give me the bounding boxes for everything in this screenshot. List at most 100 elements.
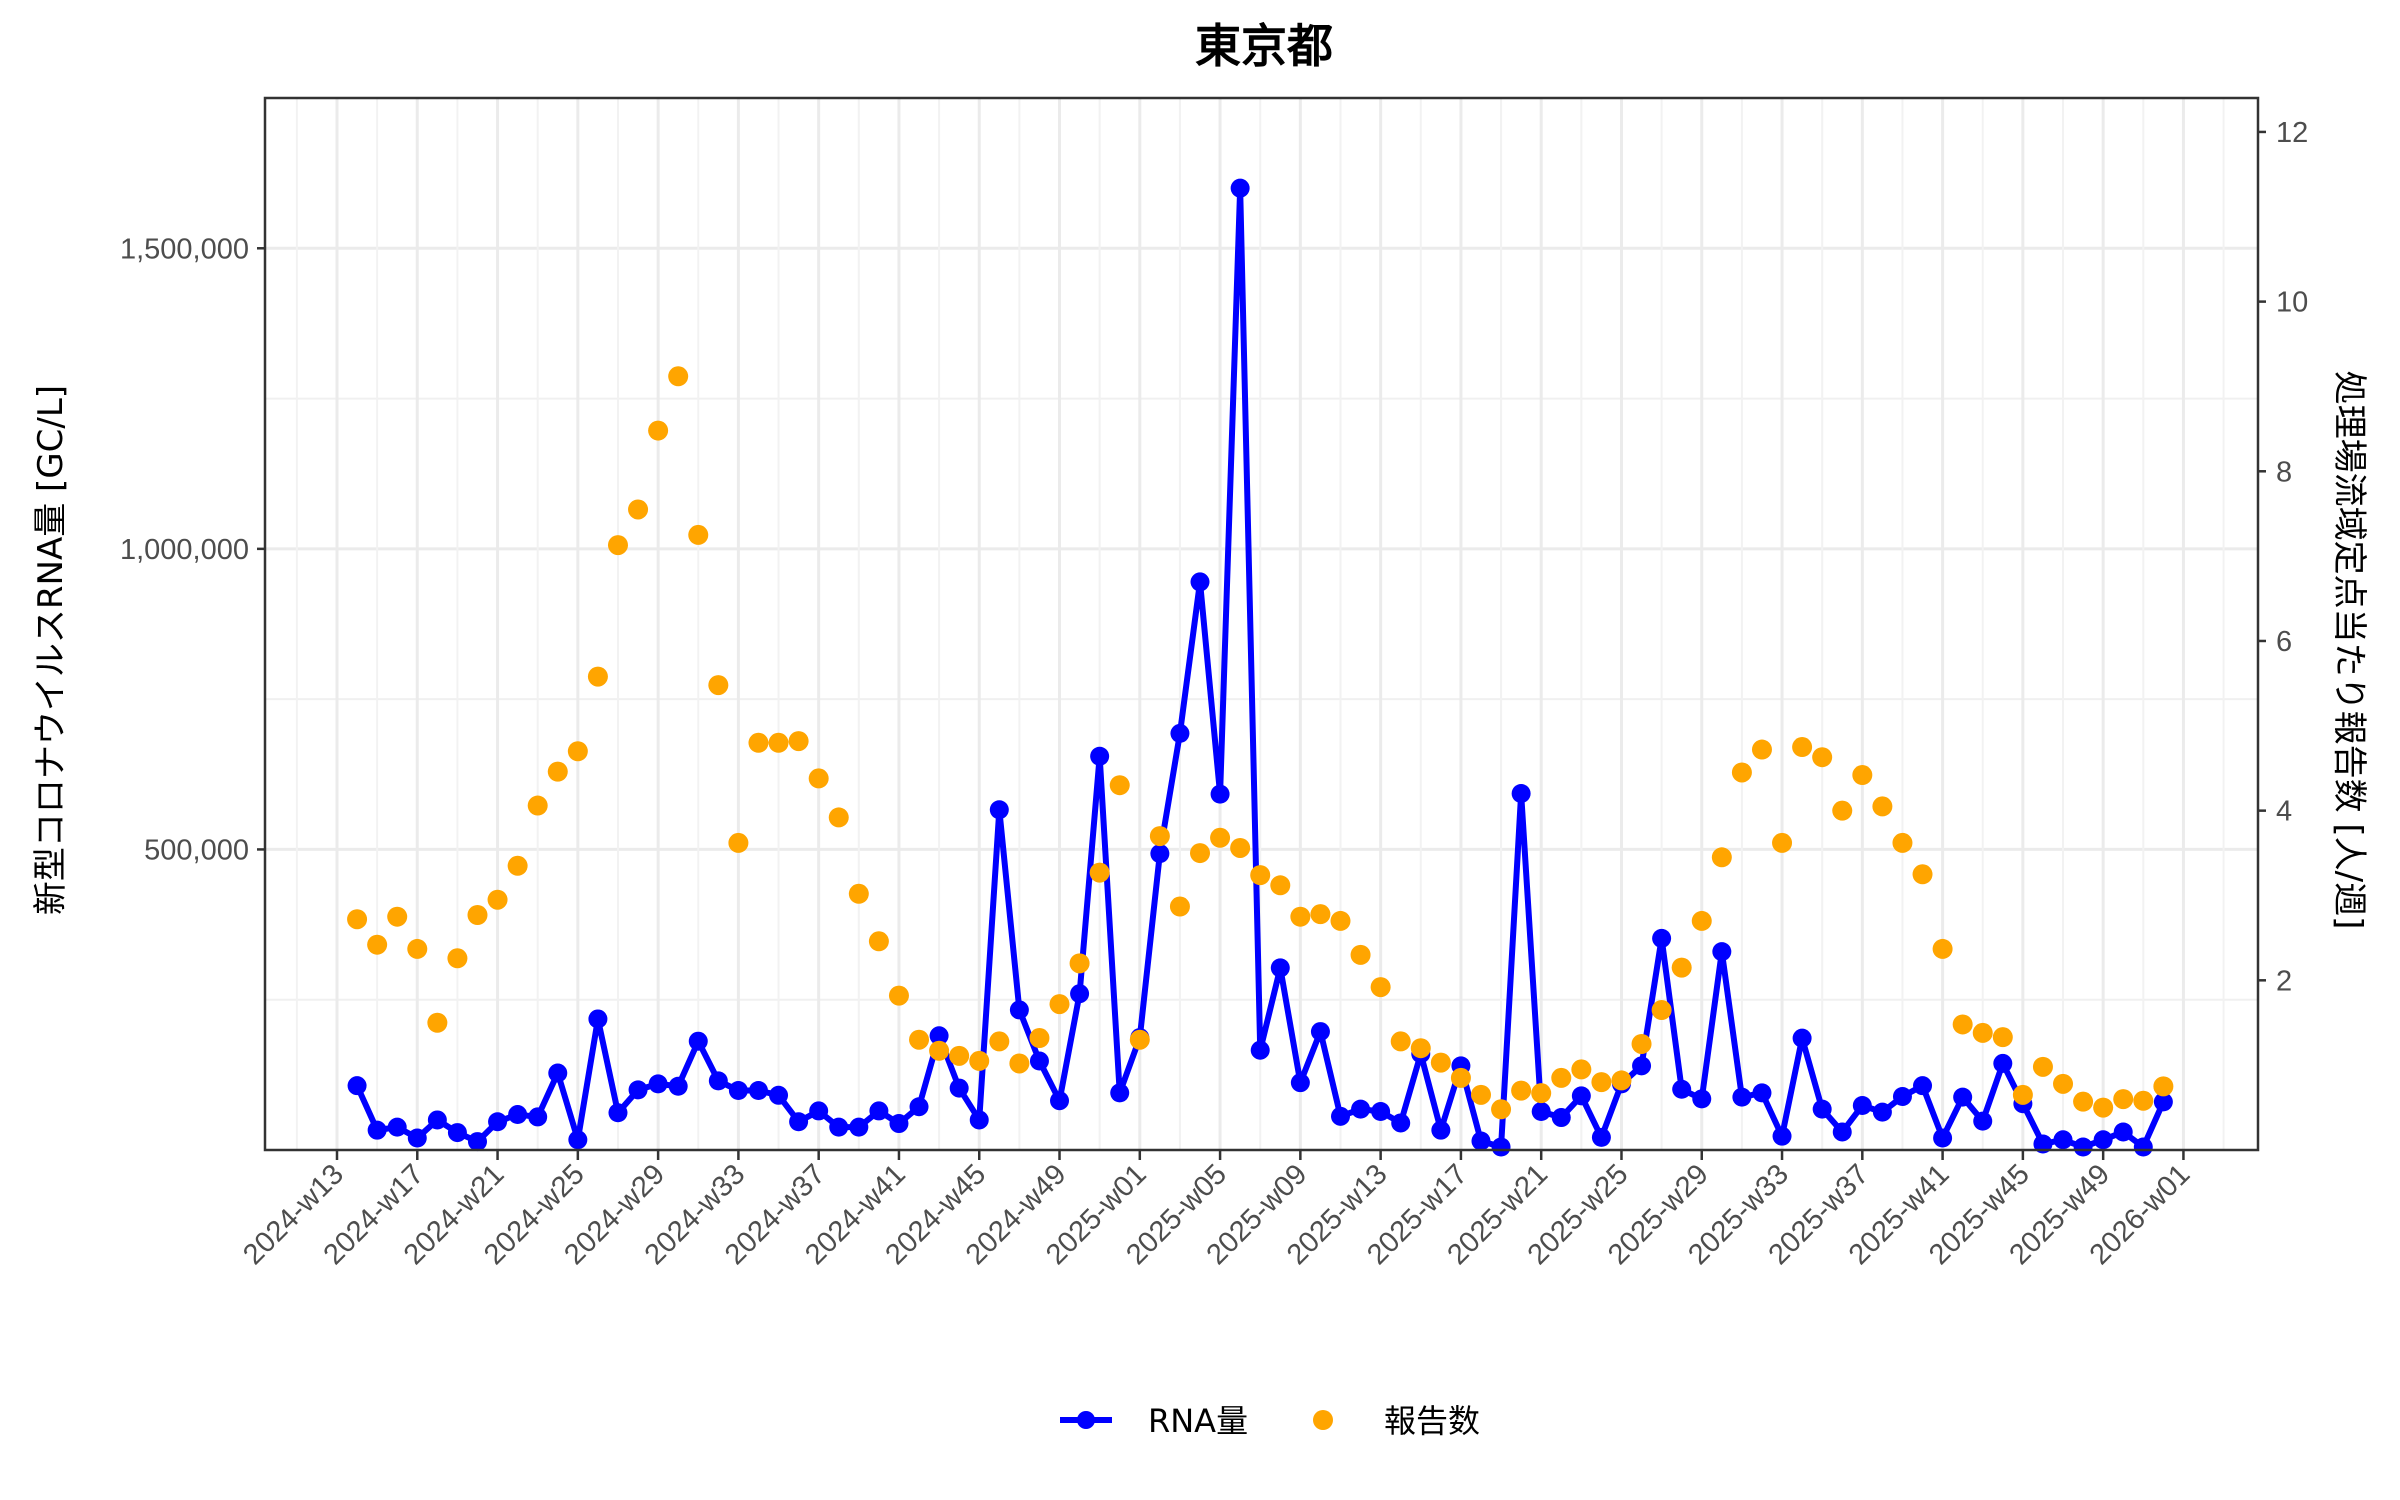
report-point xyxy=(1350,944,1371,965)
rna-point xyxy=(728,1080,748,1100)
right-tick-label: 6 xyxy=(2276,626,2292,658)
rna-point xyxy=(1571,1086,1591,1106)
rna-point xyxy=(1391,1113,1411,1133)
report-point xyxy=(1029,1028,1050,1049)
report-point xyxy=(2113,1089,2134,1110)
report-point xyxy=(1872,796,1893,817)
report-point xyxy=(1511,1080,1532,1101)
left-y-axis: 500,000 1,000,000 1,500,000 xyxy=(120,233,265,866)
report-point xyxy=(1571,1059,1592,1080)
rna-point xyxy=(1170,723,1190,743)
legend-item-reports: 報告数 xyxy=(1313,1402,1480,1440)
rna-point xyxy=(588,1009,608,1029)
rna-point xyxy=(407,1128,427,1148)
report-point xyxy=(1230,837,1251,858)
rna-point xyxy=(1270,958,1290,978)
rna-point xyxy=(809,1101,829,1121)
report-point xyxy=(1250,865,1271,886)
right-tick-label: 12 xyxy=(2276,117,2308,149)
report-point xyxy=(1651,1000,1672,1021)
report-point xyxy=(1731,762,1752,783)
report-point xyxy=(1430,1052,1451,1073)
rna-point xyxy=(1772,1126,1792,1146)
legend-label-reports: 報告数 xyxy=(1384,1402,1480,1440)
report-point xyxy=(2053,1073,2074,1094)
report-point xyxy=(1310,904,1331,925)
rna-point xyxy=(1973,1111,1993,1131)
rna-point xyxy=(1752,1083,1772,1103)
report-point xyxy=(1410,1038,1431,1059)
report-point xyxy=(1631,1033,1652,1054)
report-point xyxy=(1711,847,1732,868)
report-point xyxy=(607,535,628,556)
report-point xyxy=(929,1040,950,1061)
report-point xyxy=(2032,1056,2053,1077)
rna-point xyxy=(1672,1079,1692,1099)
left-tick-label: 1,000,000 xyxy=(120,534,249,566)
report-point xyxy=(547,761,568,782)
rna-point xyxy=(1632,1056,1652,1076)
report-point xyxy=(748,732,769,753)
report-point xyxy=(808,768,829,789)
rna-point xyxy=(568,1130,588,1150)
rna-point xyxy=(1792,1028,1812,1048)
right-y-axis: 2 4 6 8 10 12 xyxy=(2258,117,2308,997)
rna-point xyxy=(1913,1076,1933,1096)
report-point xyxy=(467,904,488,925)
right-tick-label: 8 xyxy=(2276,456,2292,488)
report-point xyxy=(1852,765,1873,786)
report-point xyxy=(1952,1014,1973,1035)
report-point xyxy=(1691,910,1712,931)
chart-title: 東京都 xyxy=(1195,19,1333,73)
right-tick-label: 2 xyxy=(2276,965,2292,997)
report-point xyxy=(1210,827,1231,848)
report-point xyxy=(1912,864,1933,885)
report-point xyxy=(1089,862,1110,883)
rna-point xyxy=(1551,1108,1571,1128)
report-point xyxy=(1370,977,1391,998)
rna-point xyxy=(1993,1053,2013,1073)
report-point xyxy=(1491,1099,1512,1120)
report-point xyxy=(728,832,749,853)
rna-point xyxy=(1070,984,1090,1004)
left-tick-label: 500,000 xyxy=(144,834,249,866)
rna-point xyxy=(387,1117,407,1137)
right-tick-label: 10 xyxy=(2276,287,2308,319)
rna-point xyxy=(1250,1040,1270,1060)
report-point xyxy=(1892,832,1913,853)
rna-point xyxy=(1531,1102,1551,1122)
legend-point-icon xyxy=(1077,1411,1095,1429)
rna-point xyxy=(1351,1099,1371,1119)
report-point xyxy=(1330,910,1351,931)
rna-point xyxy=(1692,1089,1712,1109)
report-point xyxy=(708,675,729,696)
rna-point xyxy=(427,1110,447,1130)
rna-point xyxy=(668,1076,688,1096)
report-point xyxy=(1772,832,1793,853)
right-axis-title: 処理場流域定点当たり報告数 [人/週] xyxy=(2329,371,2369,930)
report-point xyxy=(1390,1031,1411,1052)
plot-panel xyxy=(263,96,2260,1157)
report-point xyxy=(587,666,608,687)
rna-point xyxy=(949,1078,969,1098)
rna-point xyxy=(2033,1134,2053,1154)
legend-item-rna: RNA量 xyxy=(1060,1402,1248,1440)
rna-point xyxy=(367,1120,387,1140)
report-point xyxy=(1992,1027,2013,1048)
rna-point xyxy=(1371,1102,1391,1122)
report-point xyxy=(788,731,809,752)
rna-point xyxy=(447,1123,467,1143)
rna-point xyxy=(2053,1130,2073,1150)
report-point xyxy=(828,807,849,828)
report-point xyxy=(1751,739,1772,760)
rna-point xyxy=(969,1110,989,1130)
report-point xyxy=(1129,1029,1150,1050)
report-point xyxy=(1450,1067,1471,1088)
rna-point xyxy=(1732,1087,1752,1107)
legend-label-rna: RNA量 xyxy=(1148,1402,1248,1440)
rna-point xyxy=(1872,1102,1892,1122)
report-point xyxy=(1792,737,1813,758)
report-point xyxy=(1470,1084,1491,1105)
rna-point xyxy=(508,1105,528,1125)
